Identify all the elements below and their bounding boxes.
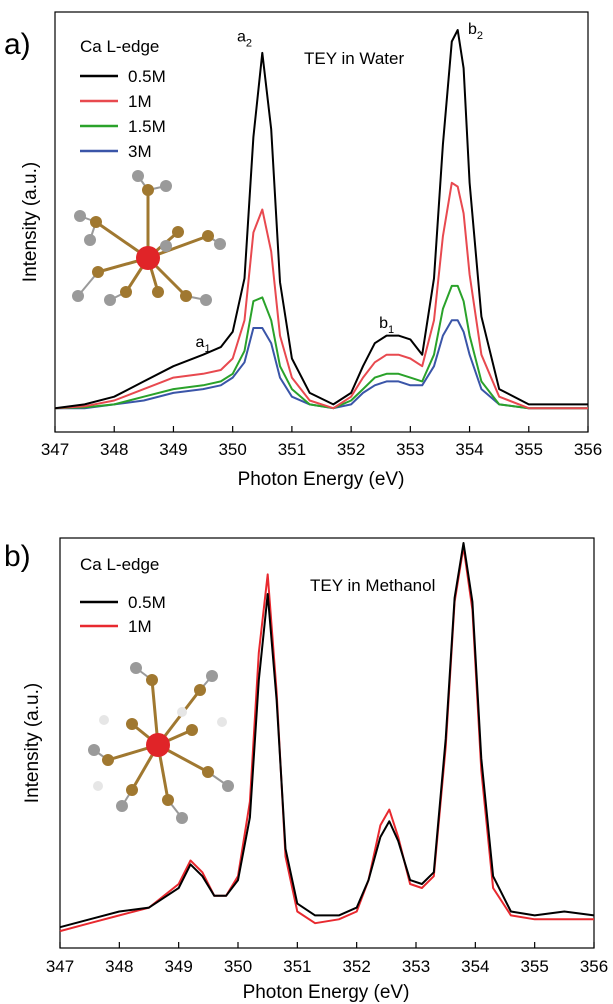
panel-b-legend-label-1: 1M bbox=[128, 617, 152, 636]
panel-a-x-tick-label-8: 355 bbox=[515, 440, 543, 459]
panel-b-molecule-illustration bbox=[88, 662, 234, 824]
panel-b-legend-title: Ca L-edge bbox=[80, 555, 159, 574]
panel-a-annotations: a1 a2 b1 b2 bbox=[196, 21, 483, 355]
panel-b: b) Intensity (a.u.) Photon Energy (eV) T… bbox=[4, 537, 608, 1003]
panel-b-x-tick-label-8: 355 bbox=[520, 957, 548, 976]
panel-b-x-tick-label-6: 353 bbox=[402, 957, 430, 976]
panel-a: a) Intensity (a.u.) Photon Energy (eV) T… bbox=[4, 11, 602, 490]
panel-b-x-tick-label-2: 349 bbox=[164, 957, 192, 976]
panel-b-x-axis: 347 348 349 350 351 352 353 354 355 356 bbox=[46, 942, 608, 976]
panel-a-series-3-line bbox=[55, 319, 588, 410]
panel-b-xlabel: Photon Energy (eV) bbox=[243, 982, 410, 1003]
panel-b-legend: Ca L-edge 0.5M 1M bbox=[80, 555, 166, 636]
panel-a-peak-label-3: b2 bbox=[468, 21, 483, 42]
panel-b-x-tick-label-1: 348 bbox=[105, 957, 133, 976]
panel-b-label: b) bbox=[4, 540, 31, 573]
panel-a-legend-title: Ca L-edge bbox=[80, 37, 159, 56]
panel-a-legend-label-3: 3M bbox=[128, 142, 152, 161]
panel-a-series-1-line bbox=[54, 181, 588, 410]
panel-a-peak-label-2: b1 bbox=[379, 315, 394, 336]
panel-a-peak-label-0: a1 bbox=[196, 334, 211, 355]
panel-a-peak-label-1: a2 bbox=[237, 28, 252, 49]
panel-a-x-tick-label-4: 351 bbox=[278, 440, 306, 459]
panel-b-x-tick-label-5: 352 bbox=[342, 957, 370, 976]
panel-a-x-tick-label-5: 352 bbox=[337, 440, 365, 459]
panel-a-x-tick-label-7: 354 bbox=[455, 440, 483, 459]
panel-b-x-tick-label-3: 350 bbox=[224, 957, 252, 976]
panel-a-molecule-illustration bbox=[72, 170, 226, 306]
panel-a-title: TEY in Water bbox=[304, 49, 404, 68]
panel-a-label: a) bbox=[4, 28, 31, 61]
panel-a-plot-frame bbox=[54, 11, 589, 433]
panel-a-series-0-line bbox=[54, 29, 588, 410]
panel-a-x-tick-label-1: 348 bbox=[100, 440, 128, 459]
panel-a-legend-label-1: 1M bbox=[128, 92, 152, 111]
panel-a-x-tick-label-2: 349 bbox=[159, 440, 187, 459]
panel-a-x-axis: 347 348 349 350 351 352 353 354 355 356 bbox=[41, 426, 602, 459]
panel-a-ylabel: Intensity (a.u.) bbox=[20, 162, 41, 282]
panel-a-x-tick-label-6: 353 bbox=[396, 440, 424, 459]
panel-a-legend: Ca L-edge 0.5M 1M 1.5M 3M bbox=[80, 37, 166, 161]
panel-a-series-2-line bbox=[54, 284, 588, 410]
panel-b-series-group bbox=[59, 542, 595, 933]
panel-b-x-tick-label-9: 356 bbox=[580, 957, 608, 976]
panel-b-title: TEY in Methanol bbox=[310, 576, 435, 595]
panel-b-x-tick-label-7: 354 bbox=[461, 957, 489, 976]
panel-b-ylabel: Intensity (a.u.) bbox=[22, 683, 43, 803]
panel-a-legend-label-0: 0.5M bbox=[128, 67, 166, 86]
panel-b-x-tick-label-4: 351 bbox=[283, 957, 311, 976]
panel-a-x-tick-label-9: 356 bbox=[574, 440, 602, 459]
panel-a-x-tick-label-3: 350 bbox=[218, 440, 246, 459]
panel-b-x-tick-label-0: 347 bbox=[46, 957, 74, 976]
panel-b-legend-label-0: 0.5M bbox=[128, 593, 166, 612]
panel-a-series-group bbox=[54, 29, 588, 410]
panel-b-series-0-line bbox=[59, 542, 595, 929]
panel-b-plot-frame bbox=[59, 537, 595, 949]
panel-a-xlabel: Photon Energy (eV) bbox=[238, 469, 405, 490]
panel-a-legend-label-2: 1.5M bbox=[128, 117, 166, 136]
panel-a-x-tick-label-0: 347 bbox=[41, 440, 69, 459]
